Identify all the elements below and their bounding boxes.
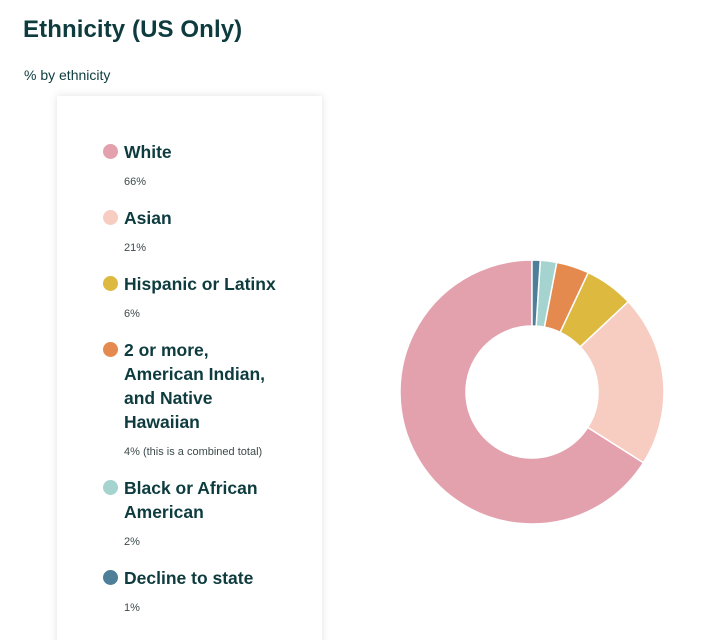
legend-value: 4% (this is a combined total) xyxy=(124,446,263,458)
page-title: Ethnicity (US Only) xyxy=(23,16,243,43)
legend-label: Asian xyxy=(124,208,172,228)
donut-chart xyxy=(390,250,674,534)
legend-value: 6% xyxy=(124,308,140,320)
legend-item-decline-to-state: Decline to state 1% xyxy=(103,566,322,615)
legend-item-white: White 66% xyxy=(103,140,322,189)
legend-swatch-two-or-more xyxy=(103,342,118,357)
legend-item-black-or-african-american: Black or African American 2% xyxy=(103,476,322,549)
legend-label: Hispanic or Latinx xyxy=(124,274,276,294)
legend-swatch-black-or-african-american xyxy=(103,480,118,495)
legend-list: White 66% Asian 21% Hispanic or Latinx 6… xyxy=(57,96,322,615)
legend-item-asian: Asian 21% xyxy=(103,206,322,255)
legend-item-hispanic-or-latinx: Hispanic or Latinx 6% xyxy=(103,272,322,321)
donut-slice-asian xyxy=(579,300,665,464)
legend-swatch-decline-to-state xyxy=(103,570,118,585)
legend-item-two-or-more: 2 or more, American Indian, and Native H… xyxy=(103,338,322,459)
legend-swatch-white xyxy=(103,144,118,159)
legend-value: 1% xyxy=(124,602,140,614)
legend-label: Decline to state xyxy=(124,568,254,588)
legend-card: White 66% Asian 21% Hispanic or Latinx 6… xyxy=(57,96,322,640)
legend-label: Black or African American xyxy=(124,478,258,522)
legend-value: 21% xyxy=(124,242,147,254)
donut-chart-svg xyxy=(399,259,665,525)
donut-slice-decline-to-state xyxy=(531,259,542,327)
legend-swatch-hispanic-or-latinx xyxy=(103,276,118,291)
legend-label: 2 or more, American Indian, and Native H… xyxy=(124,340,266,432)
legend-value: 2% xyxy=(124,536,140,548)
legend-value: 66% xyxy=(124,176,147,188)
chart-subtitle: % by ethnicity xyxy=(24,67,111,83)
legend-swatch-asian xyxy=(103,210,118,225)
donut-slice-white xyxy=(399,259,645,525)
legend-label: White xyxy=(124,142,172,162)
